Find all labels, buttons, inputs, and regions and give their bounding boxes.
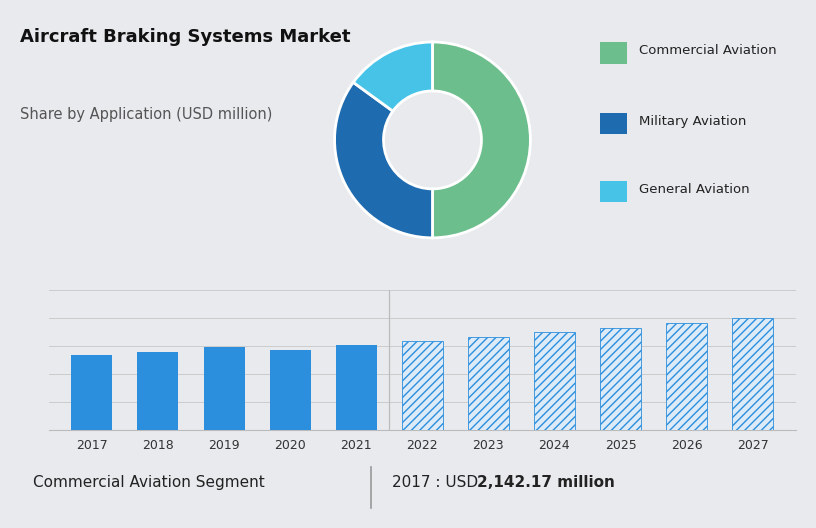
FancyBboxPatch shape — [600, 181, 627, 202]
Bar — [138, 352, 179, 430]
Bar — [401, 341, 443, 430]
Text: Commercial Aviation: Commercial Aviation — [639, 44, 777, 58]
FancyBboxPatch shape — [600, 42, 627, 63]
Bar — [534, 333, 575, 430]
FancyBboxPatch shape — [600, 113, 627, 134]
Bar — [72, 355, 113, 430]
Bar — [203, 347, 245, 430]
Text: 2,142.17 million: 2,142.17 million — [477, 476, 614, 491]
Bar — [666, 323, 707, 430]
Wedge shape — [432, 42, 530, 238]
Text: 2017 : USD: 2017 : USD — [392, 476, 483, 491]
Text: Military Aviation: Military Aviation — [639, 115, 747, 128]
Bar — [468, 336, 509, 430]
Text: Share by Application (USD million): Share by Application (USD million) — [20, 107, 273, 122]
Text: Aircraft Braking Systems Market: Aircraft Braking Systems Market — [20, 28, 351, 46]
Bar — [600, 328, 641, 430]
Bar — [269, 350, 311, 430]
Text: General Aviation: General Aviation — [639, 183, 750, 196]
Bar — [732, 318, 773, 430]
Wedge shape — [335, 82, 432, 238]
Text: Commercial Aviation Segment: Commercial Aviation Segment — [33, 476, 264, 491]
Bar — [335, 345, 377, 430]
Wedge shape — [353, 42, 432, 111]
